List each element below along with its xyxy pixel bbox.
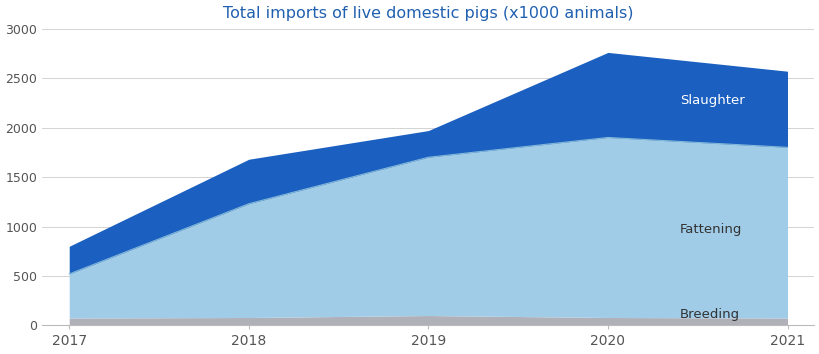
Text: Breeding: Breeding (679, 308, 739, 321)
Title: Total imports of live domestic pigs (x1000 animals): Total imports of live domestic pigs (x10… (223, 6, 633, 21)
Text: Fattening: Fattening (679, 223, 741, 236)
Text: Slaughter: Slaughter (679, 94, 744, 107)
